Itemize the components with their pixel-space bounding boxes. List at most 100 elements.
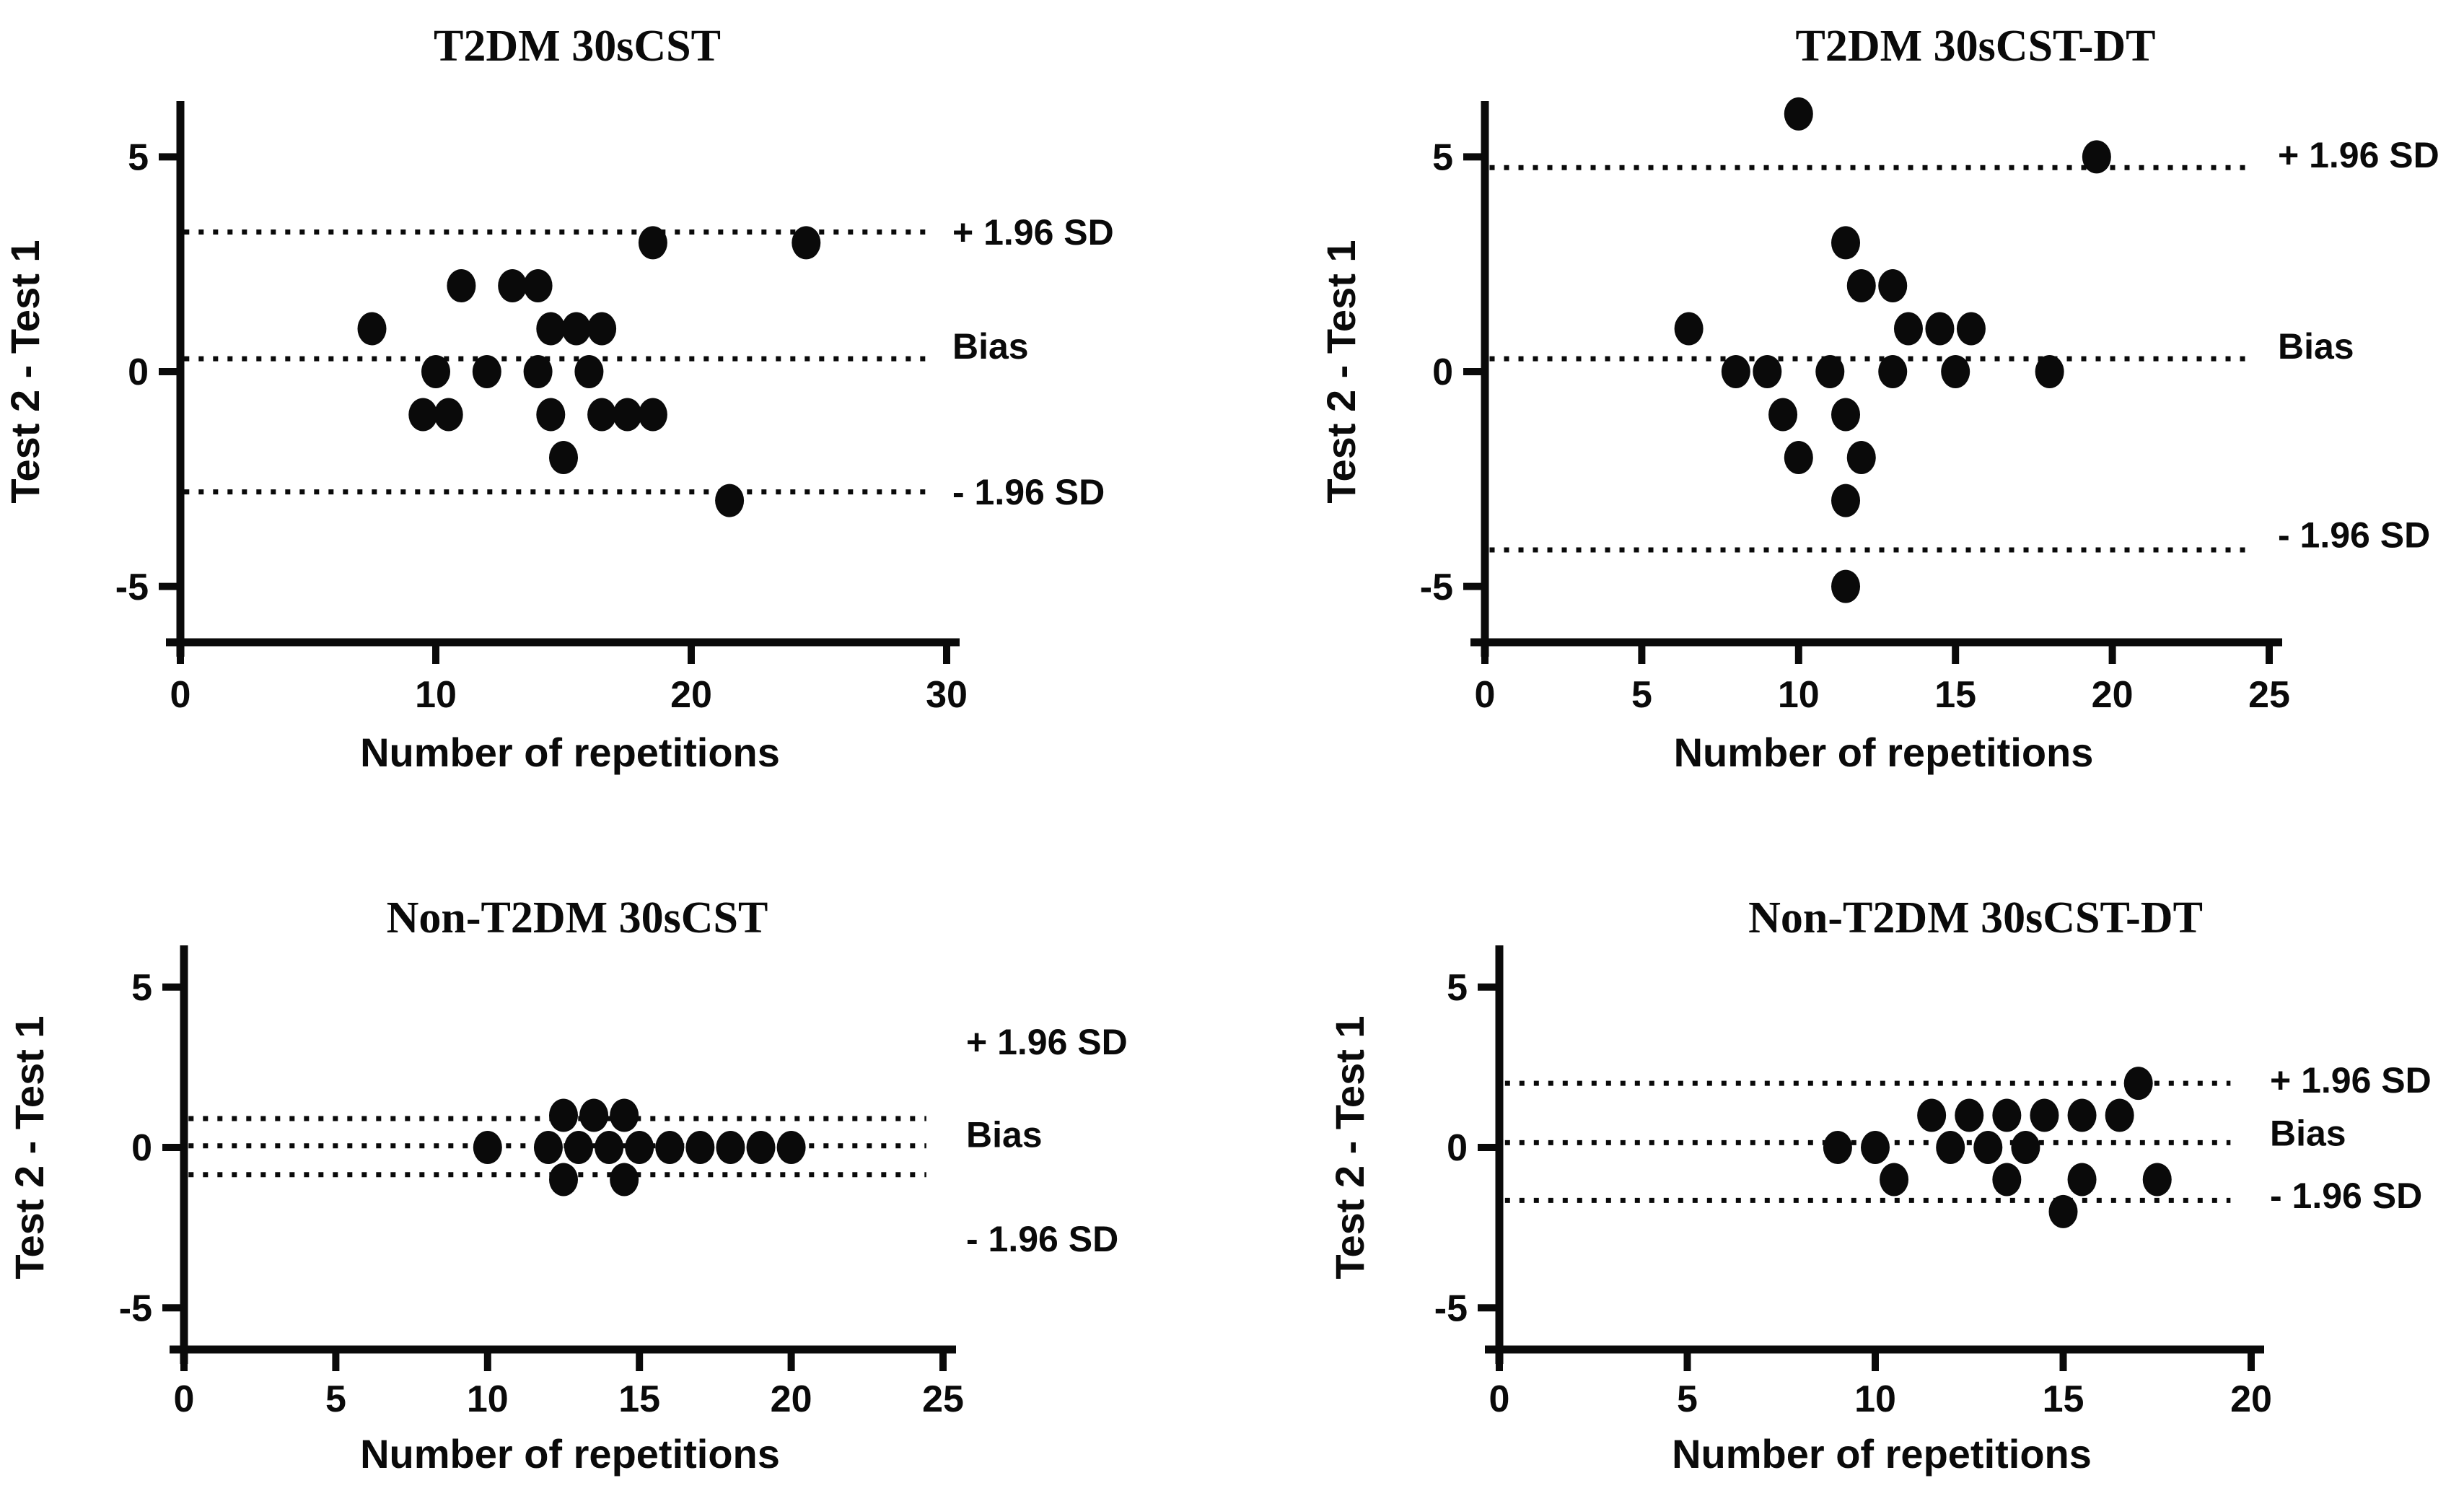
data-point xyxy=(587,312,617,346)
bias-label: Bias xyxy=(966,1115,1043,1155)
data-point xyxy=(595,1131,624,1164)
x-tick-label: 25 xyxy=(922,1378,964,1420)
lower-loa-label: - 1.96 SD xyxy=(966,1219,1118,1259)
data-point xyxy=(472,355,501,388)
y-tick-label: -5 xyxy=(1420,567,1453,608)
panel-title: Non-T2DM 30sCST xyxy=(387,893,768,942)
x-tick-label: 20 xyxy=(2230,1378,2272,1420)
data-point xyxy=(1880,1163,1909,1197)
data-point xyxy=(473,1131,502,1164)
data-point xyxy=(1753,355,1782,388)
non-t2dm-30scst-dt-chart: 0 5 10 15 20 -5 0 5 + 1.96 SD Bias - 1.96 SD Non-T2… xyxy=(1327,893,2432,1477)
data-point xyxy=(561,312,591,346)
data-point xyxy=(792,226,821,260)
lower-loa-label: - 1.96 SD xyxy=(952,472,1105,512)
data-point xyxy=(523,355,553,388)
x-axis-title: Number of repetitions xyxy=(360,1431,780,1477)
x-tick-label: 0 xyxy=(1489,1378,1510,1420)
upper-loa-label: + 1.96 SD xyxy=(952,212,1114,253)
data-point xyxy=(1956,312,1986,346)
data-point xyxy=(1992,1163,2022,1197)
y-axis-title: Test 2 - Test 1 xyxy=(6,1015,52,1279)
lower-loa-label: - 1.96 SD xyxy=(2270,1176,2422,1216)
x-tick-label: 0 xyxy=(174,1378,195,1420)
x-axis-title: Number of repetitions xyxy=(1674,730,2094,775)
data-point xyxy=(357,312,387,346)
data-point xyxy=(1955,1098,1984,1132)
data-point xyxy=(1846,268,1876,302)
x-tick-label: 0 xyxy=(1475,674,1496,716)
x-tick-label: 5 xyxy=(1677,1378,1698,1420)
data-point xyxy=(523,268,553,302)
x-tick-label: 20 xyxy=(2092,674,2134,716)
data-point xyxy=(746,1131,776,1164)
data-point xyxy=(574,355,604,388)
data-point xyxy=(2035,355,2064,388)
data-point xyxy=(1878,355,1908,388)
data-point xyxy=(1721,355,1750,388)
y-tick-label: 0 xyxy=(128,351,149,393)
data-point xyxy=(685,1131,715,1164)
y-tick-label: 0 xyxy=(1447,1127,1468,1169)
panel-t2dm-30scst: 0 10 20 30 -5 0 5 + 1.96 SD Bias - 1.96 SD T2DM 30… xyxy=(0,0,1232,808)
data-point xyxy=(625,1131,654,1164)
y-tick-label: 5 xyxy=(128,137,149,179)
non-t2dm-30scst-chart: 0 5 10 15 20 25 -5 0 5 + 1.96 SD Bias - 1.96 SD Non-… xyxy=(6,893,1128,1477)
data-point xyxy=(610,1098,639,1132)
data-point xyxy=(1846,441,1876,475)
data-point xyxy=(536,312,566,346)
data-point xyxy=(610,1163,639,1197)
bias-label: Bias xyxy=(2278,326,2354,367)
data-point xyxy=(655,1131,685,1164)
data-point xyxy=(587,398,617,432)
data-point xyxy=(2105,1098,2134,1132)
upper-loa-label: + 1.96 SD xyxy=(2270,1060,2432,1101)
data-point xyxy=(1768,398,1798,432)
y-tick-label: 5 xyxy=(1447,967,1468,1009)
data-point xyxy=(1831,484,1861,517)
data-point xyxy=(613,398,642,432)
data-point xyxy=(1925,312,1955,346)
x-tick-label: 20 xyxy=(771,1378,812,1420)
y-tick-label: -5 xyxy=(119,1287,152,1329)
data-point xyxy=(2030,1098,2059,1132)
bias-label: Bias xyxy=(952,326,1029,367)
bias-label: Bias xyxy=(2270,1114,2346,1154)
y-tick-label: 0 xyxy=(131,1127,152,1169)
t2dm-30scst-chart: 0 10 20 30 -5 0 5 + 1.96 SD Bias - 1.96 SD T2DM 30… xyxy=(2,22,1114,775)
y-tick-label: -5 xyxy=(115,567,149,608)
panel-t2dm-30scst-dt: 0 5 10 15 20 25 -5 0 5 + 1.96 SD Bias - 1.96 SD T2DM… xyxy=(1232,0,2464,808)
data-point xyxy=(564,1131,594,1164)
x-tick-label: 10 xyxy=(1854,1378,1896,1420)
y-tick-label: 5 xyxy=(131,967,152,1009)
panel-title: T2DM 30sCST-DT xyxy=(1796,22,2156,71)
data-point xyxy=(1784,441,1813,475)
data-point xyxy=(716,1131,745,1164)
x-tick-label: 15 xyxy=(1934,674,1976,716)
y-axis-title: Test 2 - Test 1 xyxy=(1318,240,1364,503)
data-point xyxy=(1878,268,1908,302)
x-tick-label: 15 xyxy=(2043,1378,2084,1420)
y-tick-label: -5 xyxy=(1434,1287,1468,1329)
x-tick-label: 10 xyxy=(415,674,457,716)
x-tick-label: 25 xyxy=(2248,674,2290,716)
data-point xyxy=(1941,355,1970,388)
y-axis-title: Test 2 - Test 1 xyxy=(1327,1015,1372,1279)
upper-loa-label: + 1.96 SD xyxy=(2278,135,2439,175)
x-tick-label: 10 xyxy=(467,1378,509,1420)
y-tick-label: 0 xyxy=(1432,351,1453,393)
y-axis-title: Test 2 - Test 1 xyxy=(2,240,48,503)
x-tick-label: 5 xyxy=(325,1378,346,1420)
data-point xyxy=(1784,97,1813,131)
data-point xyxy=(1831,569,1861,603)
data-point xyxy=(549,1163,578,1197)
data-point xyxy=(1992,1098,2022,1132)
data-point xyxy=(533,1131,563,1164)
data-point xyxy=(408,398,438,432)
data-point xyxy=(2067,1098,2097,1132)
data-point xyxy=(2067,1163,2097,1197)
x-axis-title: Number of repetitions xyxy=(360,730,780,775)
data-point xyxy=(776,1131,806,1164)
t2dm-30scst-dt-chart: 0 5 10 15 20 25 -5 0 5 + 1.96 SD Bias - 1.96 SD T2DM… xyxy=(1318,22,2439,775)
data-point xyxy=(2123,1067,2153,1101)
